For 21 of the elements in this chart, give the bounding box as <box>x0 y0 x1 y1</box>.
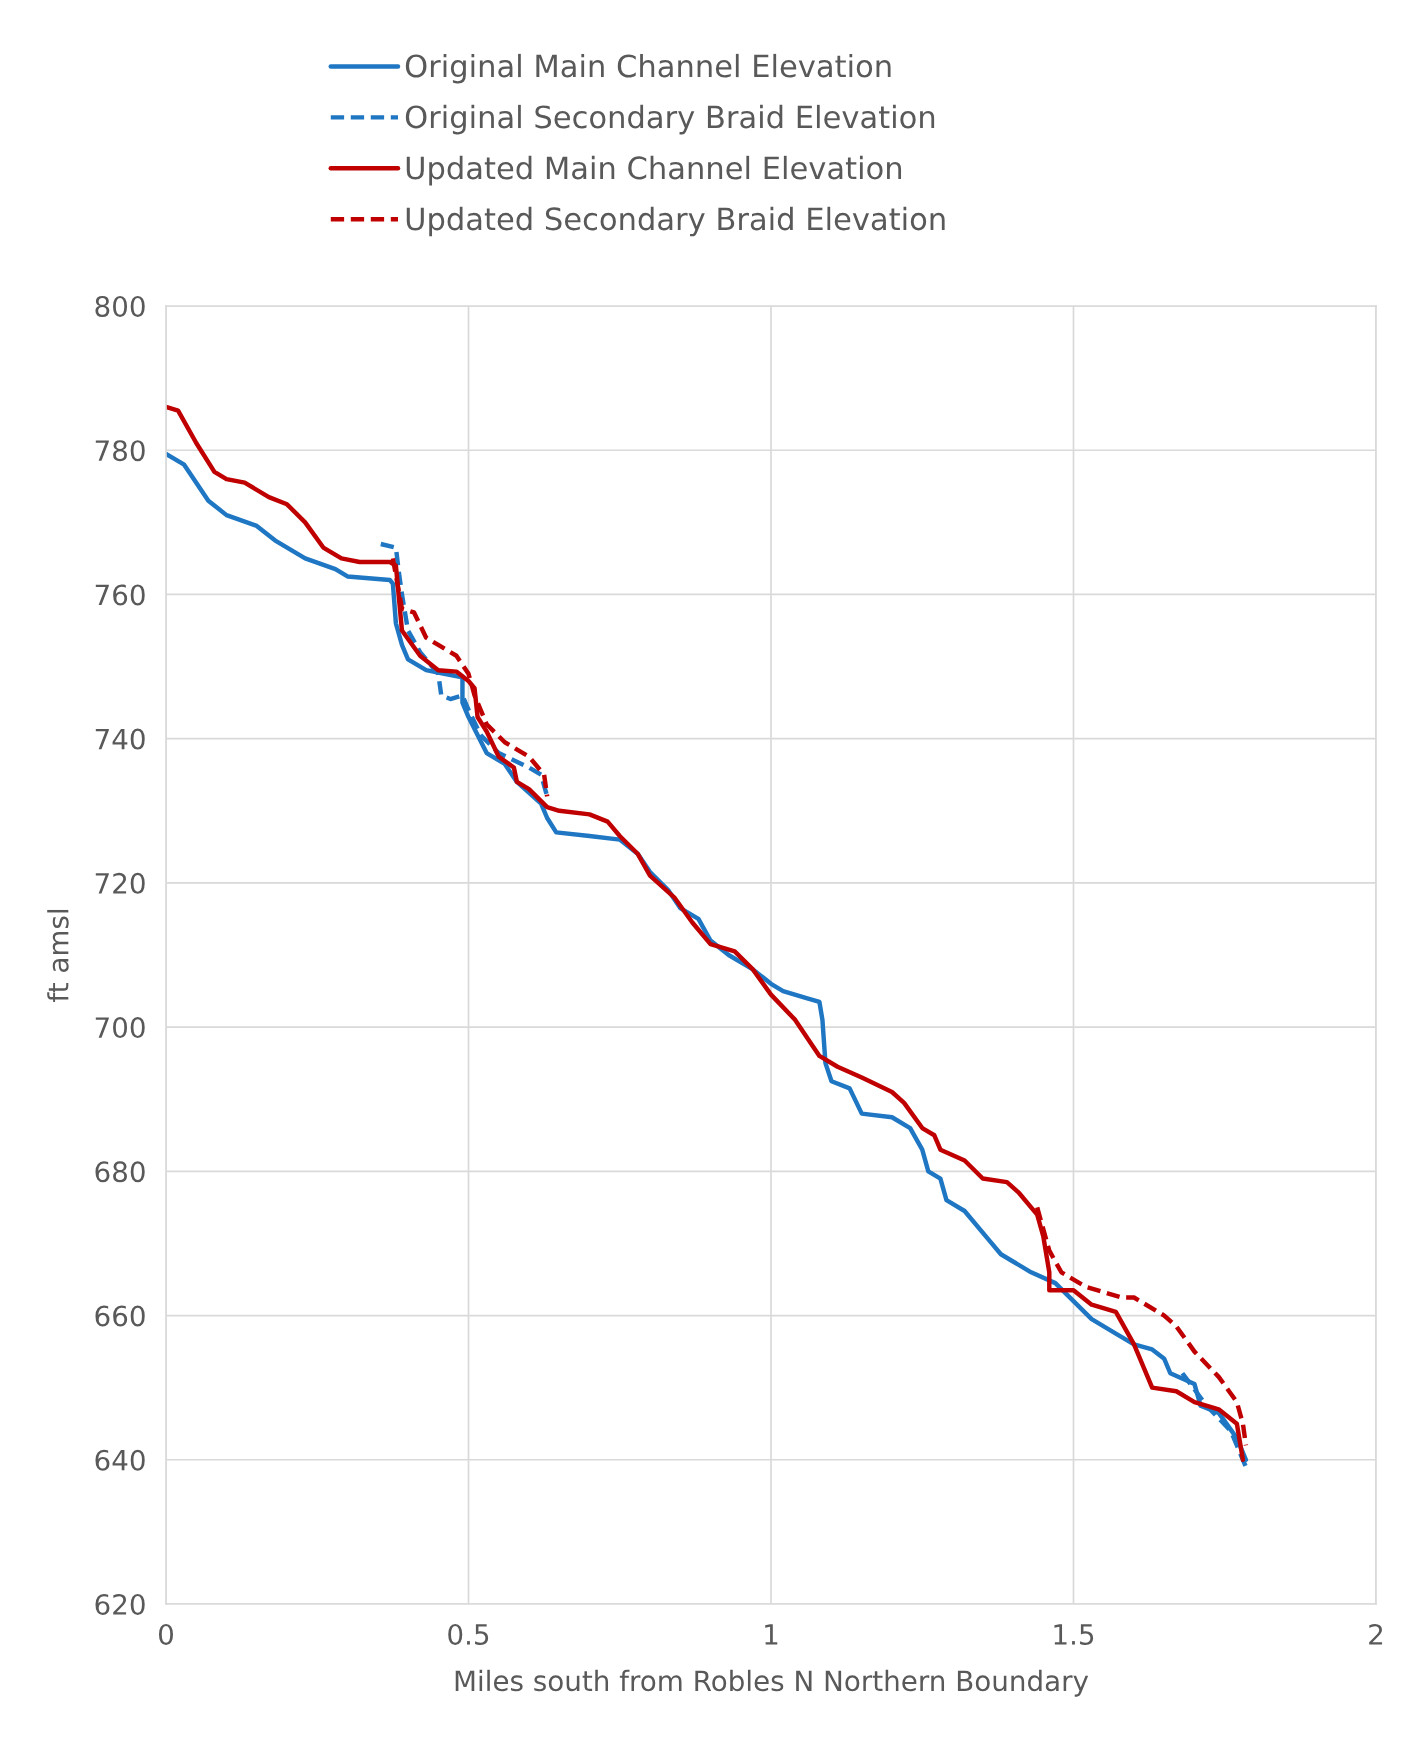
y-tick-label: 700 <box>95 1017 145 1039</box>
y-tick-label: 620 <box>95 1593 145 1615</box>
legend-label: Original Main Channel Elevation <box>405 53 891 84</box>
x-tick-label: 0 <box>158 1623 173 1645</box>
x-axis-title: Miles south from Robles N Northern Boundary <box>455 1669 1089 1697</box>
legend-label: Original Secondary Braid Elevation <box>405 104 935 135</box>
y-axis-title: ft amsl <box>47 909 69 1002</box>
legend-label: Updated Main Channel Elevation <box>406 155 902 186</box>
x-tick-label: 2 <box>1369 1623 1383 1645</box>
y-tick-label: 660 <box>95 1305 145 1327</box>
x-tick-label: 1.5 <box>1054 1624 1094 1645</box>
y-tick-label: 760 <box>95 584 145 606</box>
y-tick-label: 680 <box>95 1161 145 1183</box>
y-tick-label: 740 <box>95 728 145 750</box>
y-tick-label: 640 <box>95 1449 145 1471</box>
x-tick-label: 0.5 <box>448 1623 489 1645</box>
y-tick-label: 720 <box>95 872 145 894</box>
legend-label: Updated Secondary Braid Elevation <box>406 206 945 237</box>
y-tick-label: 780 <box>95 440 145 462</box>
y-tick-label: 800 <box>95 295 145 317</box>
x-tick-label: 1 <box>765 1624 778 1645</box>
